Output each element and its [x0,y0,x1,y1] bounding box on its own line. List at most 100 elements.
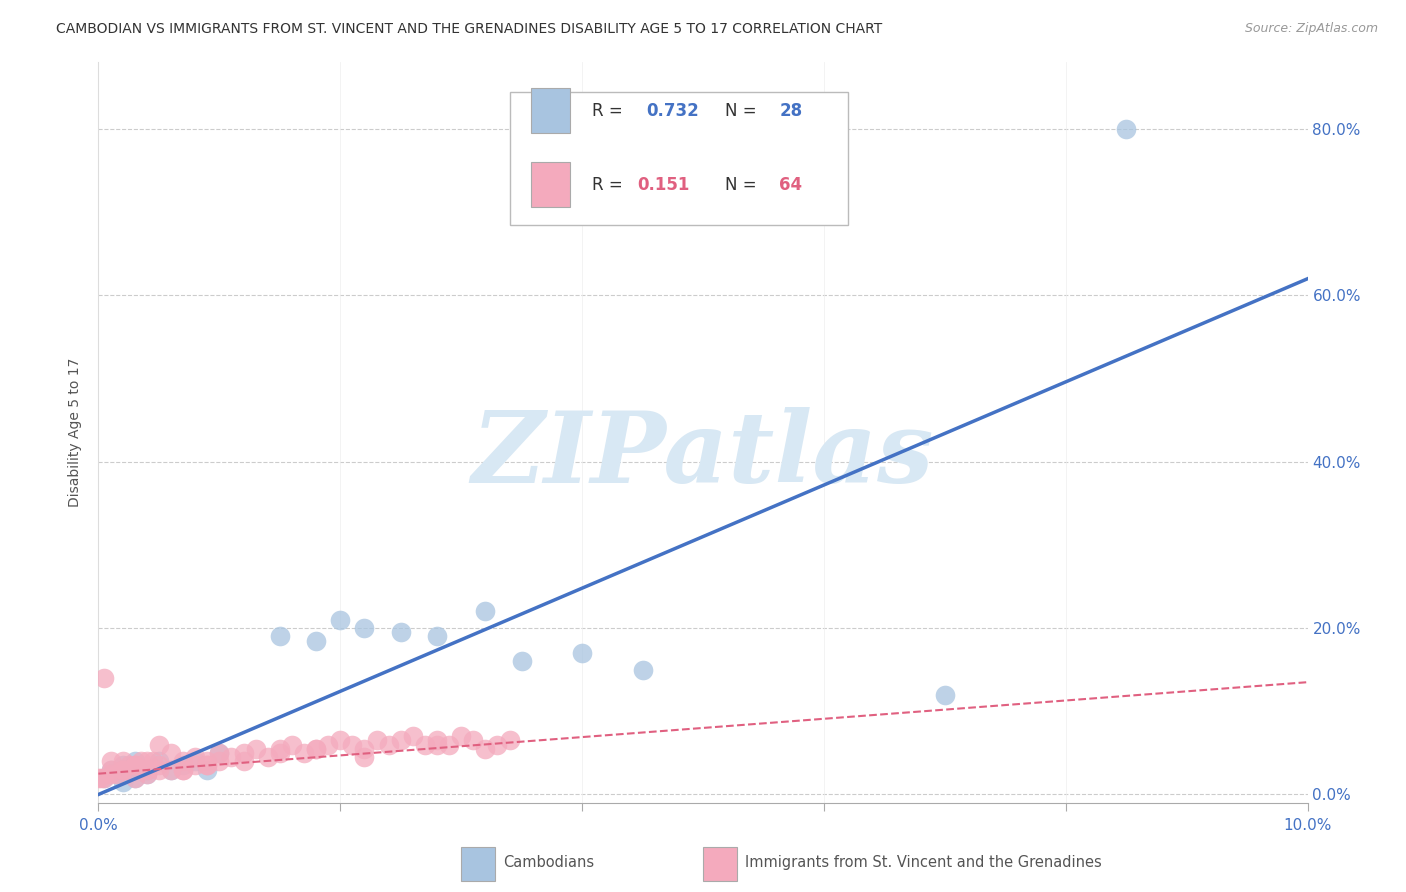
Point [208,746,231,760]
Point [353,750,375,764]
Point [269,629,291,643]
Point [111,763,134,777]
Text: Cambodians: Cambodians [503,855,595,870]
Point [111,763,134,777]
Point [160,746,183,760]
Point [172,754,194,768]
Point [129,754,152,768]
Point [184,750,207,764]
Point [160,763,183,777]
Point [437,738,460,752]
Point [160,763,183,777]
Bar [531,162,569,207]
Point [221,750,243,764]
Point [413,738,436,752]
Text: 64: 64 [779,176,803,194]
Point [90,771,112,785]
Point [111,758,134,772]
Point [269,741,291,756]
Point [389,733,412,747]
Point [353,621,375,635]
Text: Source: ZipAtlas.com: Source: ZipAtlas.com [1244,22,1378,36]
Point [305,633,328,648]
Text: N =: N = [724,176,762,194]
Point [281,738,304,752]
Point [100,754,122,768]
Point [232,754,254,768]
Point [426,733,449,747]
Point [510,654,533,668]
Point [172,758,194,772]
Text: 0.151: 0.151 [638,176,690,194]
Point [402,729,425,743]
Point [426,738,449,752]
Point [208,754,231,768]
Point [269,746,291,760]
Point [377,738,399,752]
Point [135,763,157,777]
Point [111,775,134,789]
Point [135,763,157,777]
Point [135,766,157,780]
Point [474,741,496,756]
Point [100,763,122,777]
Point [450,729,472,743]
Point [184,758,207,772]
Text: CAMBODIAN VS IMMIGRANTS FROM ST. VINCENT AND THE GRENADINES DISABILITY AGE 5 TO : CAMBODIAN VS IMMIGRANTS FROM ST. VINCENT… [56,22,883,37]
Point [292,746,315,760]
Text: N =: N = [724,102,762,120]
Point [172,763,194,777]
Point [195,758,218,772]
Point [195,758,218,772]
Point [184,754,207,768]
Point [486,738,509,752]
Point [100,763,122,777]
Y-axis label: Disability Age 5 to 17: Disability Age 5 to 17 [69,358,83,508]
Point [142,754,165,768]
Point [329,733,352,747]
Point [124,758,146,772]
Point [463,733,485,747]
Text: R =: R = [592,176,627,194]
Text: ZIPatlas: ZIPatlas [472,407,934,503]
Point [124,754,146,768]
Point [105,766,128,780]
Point [195,763,218,777]
Point [256,750,278,764]
Point [934,688,956,702]
Point [208,746,231,760]
FancyBboxPatch shape [509,92,848,226]
Point [1115,122,1137,136]
Point [474,605,496,619]
Point [631,663,654,677]
Bar [703,847,737,880]
Point [87,771,110,785]
Point [329,613,352,627]
Text: 28: 28 [779,102,803,120]
Point [148,754,170,768]
Point [172,763,194,777]
Point [305,741,328,756]
Point [135,754,157,768]
Point [353,741,375,756]
Point [124,771,146,785]
Point [93,771,115,785]
Point [245,741,267,756]
Bar [531,88,569,133]
Point [124,758,146,772]
Text: R =: R = [592,102,627,120]
Point [135,766,157,780]
Point [148,738,170,752]
Point [389,625,412,640]
Point [124,771,146,785]
Point [111,754,134,768]
Point [148,758,170,772]
Point [305,741,328,756]
Point [316,738,339,752]
Point [148,763,170,777]
Point [118,763,141,777]
Point [498,733,520,747]
Point [571,646,593,660]
Point [366,733,388,747]
Point [426,629,449,643]
